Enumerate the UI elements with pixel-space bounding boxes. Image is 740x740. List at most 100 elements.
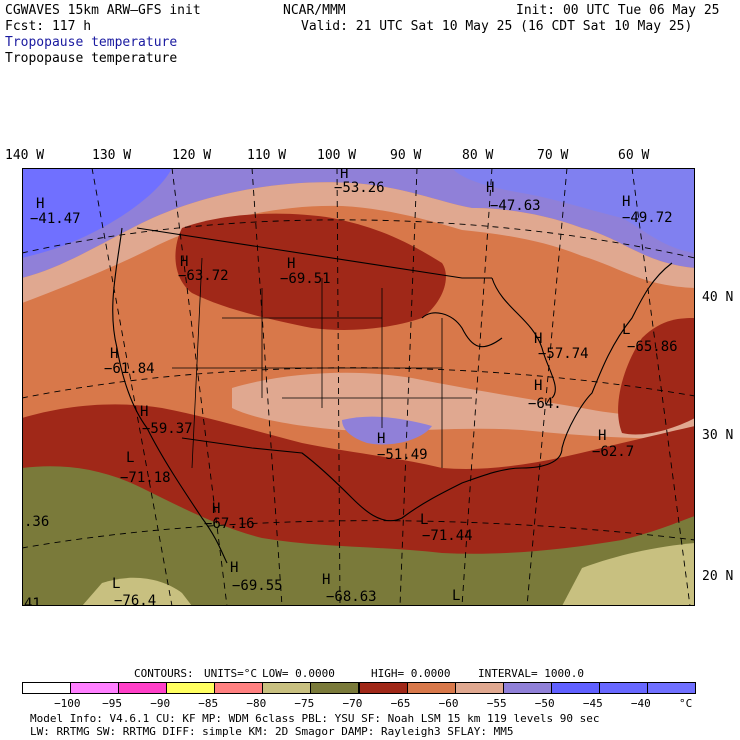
map-label: L — [126, 450, 134, 466]
field-pink-band — [22, 182, 695, 303]
center-name: NCAR/MMM — [283, 3, 346, 18]
contours-high: HIGH= 0.0000 — [371, 667, 451, 680]
map-label: −49.72 — [622, 210, 673, 226]
lat-label: 30 N — [702, 428, 734, 443]
tropopause-temperature-map: H −41.47 H −53.26 H −47.63 H −49.72 H −6… — [22, 168, 695, 606]
colorbar-label: −95 — [102, 697, 123, 710]
map-label: −76.4 — [114, 593, 156, 606]
model-info: Model Info: V4.6.1 CU: KF MP: WDM 6class… — [30, 712, 600, 725]
state-borders — [172, 257, 472, 469]
forecast-hour: Fcst: 117 h — [5, 19, 92, 34]
map-label: −65.86 — [627, 339, 678, 355]
map-label: −59.37 — [142, 421, 193, 437]
colorbar-swatch — [166, 682, 216, 694]
valid-time: Valid: 21 UTC Sat 10 May 25 (16 CDT Sat … — [301, 19, 693, 34]
us-canada-border — [136, 227, 492, 279]
colorbar-label: −60 — [438, 697, 459, 710]
colorbar-label: −100 — [54, 697, 81, 710]
map-label: L — [112, 576, 120, 592]
colorbar-swatch — [214, 682, 264, 694]
map-label: H — [140, 404, 148, 420]
map-label: L — [622, 322, 630, 338]
lon-label: 120 W — [172, 148, 212, 163]
colorbar-label: −50 — [534, 697, 555, 710]
colorbar-swatch — [598, 682, 648, 694]
field-title-1: Tropopause temperature — [5, 35, 178, 50]
latitude-line — [22, 520, 695, 549]
contours-interval: INTERVAL= 1000.0 — [478, 667, 584, 680]
lat-label: 40 N — [702, 290, 734, 305]
map-label: H — [534, 378, 542, 394]
map-label: H — [622, 194, 630, 210]
map-label: H — [486, 180, 494, 196]
colorbar-label: −45 — [582, 697, 603, 710]
map-label: −69.51 — [280, 271, 331, 287]
field-lavender-south — [342, 416, 432, 445]
map-label: H — [598, 428, 606, 444]
map-label: H — [322, 572, 330, 588]
great-lakes-outline — [491, 277, 556, 399]
colorbar-label: −80 — [246, 697, 267, 710]
map-label: H — [212, 501, 220, 517]
map-label: −68.63 — [326, 589, 377, 605]
field-blue-ne — [452, 168, 695, 253]
lat-label: 20 N — [702, 569, 734, 584]
latitude-line — [22, 219, 695, 259]
map-label: H — [534, 331, 542, 347]
colorbar-swatch — [310, 682, 360, 694]
lake-michigan-outline — [421, 312, 503, 348]
longitude-line — [251, 168, 283, 606]
colorbar-swatch — [550, 682, 600, 694]
field-green-south — [22, 466, 695, 606]
init-time: Init: 00 UTC Tue 06 May 25 — [516, 3, 720, 18]
map-label: −53.26 — [334, 180, 385, 196]
field-lavender — [22, 168, 695, 278]
map-label: −57.74 — [538, 346, 589, 362]
colorbar-label: −85 — [198, 697, 219, 710]
longitude-line — [399, 168, 418, 606]
map-label: −63.72 — [178, 268, 229, 284]
field-title-2: Tropopause temperature — [5, 51, 178, 66]
longitude-line — [631, 168, 691, 606]
colorbar-label: −40 — [630, 697, 651, 710]
longitude-line — [336, 168, 341, 606]
field-red-north — [175, 213, 446, 330]
map-label: −71.44 — [422, 528, 473, 544]
colorbar-label: −55 — [486, 697, 507, 710]
map-label: −47.63 — [490, 198, 541, 214]
colorbar-swatch — [262, 682, 312, 694]
map-label: L — [452, 588, 460, 604]
lon-label: 90 W — [390, 148, 422, 163]
colorbar-swatch — [454, 682, 504, 694]
contours-label: CONTOURS: — [134, 667, 194, 680]
map-label: −67.16 — [204, 516, 255, 532]
longitude-line — [171, 168, 228, 606]
map-label: −51.49 — [377, 447, 428, 463]
map-label: −61.84 — [104, 361, 155, 377]
map-label: H — [287, 256, 295, 272]
map-label: −41.47 — [30, 211, 81, 227]
map-label: −69.55 — [232, 578, 283, 594]
colorbar-label: −65 — [390, 697, 411, 710]
contours-low: LOW= 0.0000 — [262, 667, 335, 680]
colorbar-swatch — [70, 682, 120, 694]
colorbar-label: −70 — [342, 697, 363, 710]
lon-label: 130 W — [92, 148, 132, 163]
field-red-east — [618, 318, 695, 435]
us-mexico-gulf-atlantic-coast — [181, 262, 673, 522]
colorbar-label: −90 — [150, 697, 171, 710]
field-tan-sw — [82, 577, 192, 606]
map-label: H — [110, 346, 118, 362]
colorbar-swatch — [358, 682, 408, 694]
colorbar-label: °C — [679, 697, 693, 710]
lon-label: 110 W — [247, 148, 287, 163]
west-coastline — [112, 227, 228, 564]
colorbar-swatch — [646, 682, 696, 694]
map-label: −62.7 — [592, 444, 634, 460]
map-label: −64. — [528, 396, 562, 412]
colorbar-swatch — [118, 682, 168, 694]
map-label: H — [230, 560, 238, 576]
map-label: H — [180, 254, 188, 270]
colorbar-swatch — [406, 682, 456, 694]
field-blue-nw — [22, 168, 172, 258]
